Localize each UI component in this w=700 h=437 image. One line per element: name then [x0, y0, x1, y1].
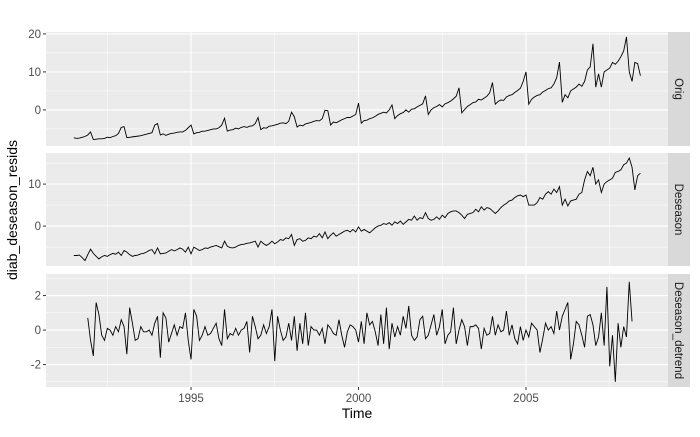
series-line-orig [73, 36, 641, 141]
facet-panel-deseason-detrend: -2 0 2 Deseason_detrend [31, 274, 690, 387]
y-tick-label: 10 [28, 179, 41, 191]
series-line-deseason [73, 156, 641, 262]
y-tick-label: 10 [28, 67, 41, 79]
facet-strip-label: Deseason_detrend [672, 282, 684, 379]
facet-strip [668, 274, 690, 387]
y-axis-title: diab_deseason_resids [4, 140, 20, 280]
facet-panel-orig: 0 10 20 Orig [28, 29, 690, 146]
x-tick-label: 2000 [346, 393, 372, 405]
x-tick-label: 2005 [513, 393, 539, 405]
facet-strip [668, 153, 690, 266]
x-tick-label: 1995 [178, 393, 204, 405]
facet-panel-deseason: 0 10 Deseason [28, 153, 690, 266]
y-tick-label: -2 [31, 360, 41, 372]
series-line-deseason-detrend [87, 281, 633, 382]
y-tick-label: 0 [35, 105, 41, 117]
y-tick-label: 0 [35, 325, 41, 337]
facet-strip-label: Orig [672, 78, 684, 100]
x-axis-title: Time [342, 405, 373, 421]
facet-strip-label: Deseason [672, 184, 684, 236]
panel-background [46, 153, 668, 266]
y-tick-label: 20 [28, 29, 41, 41]
panel-background [46, 32, 668, 146]
y-tick-label: 2 [35, 291, 41, 303]
facet-strip [668, 32, 690, 146]
y-tick-label: 0 [35, 221, 41, 233]
